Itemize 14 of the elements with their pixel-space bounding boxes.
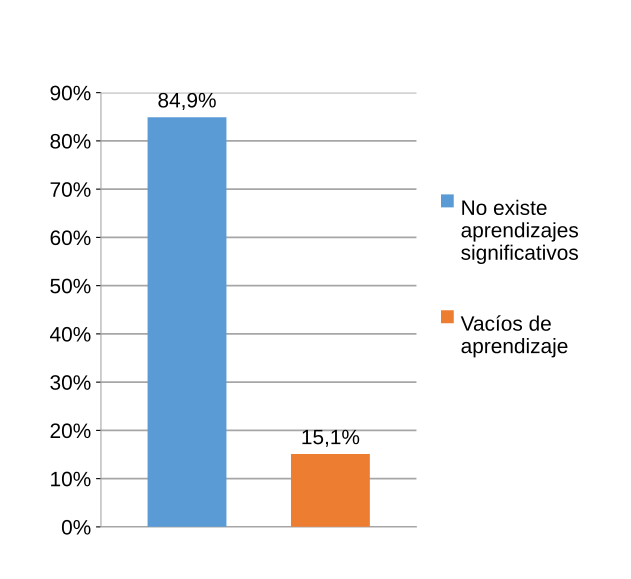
data-label: 84,9% (158, 92, 216, 110)
y-tick-label: 70% (50, 182, 90, 197)
y-tick-label: 50% (50, 278, 90, 294)
legend-label: Vacíos de aprendizaje (460, 315, 568, 358)
y-tick-label: 0% (62, 520, 90, 535)
legend-label: No existe aprendizajes significativos (461, 200, 578, 264)
y-tick-label: 30% (50, 375, 90, 390)
y-tick-label: 60% (50, 230, 90, 246)
y-tick-label: 10% (51, 472, 90, 486)
y-tick-label: 90% (50, 86, 90, 100)
y-tick-label: 80% (50, 134, 90, 149)
y-tick-label: 40% (50, 326, 90, 342)
data-label: 15,1% (302, 430, 360, 447)
y-tick-label: 20% (50, 423, 90, 438)
